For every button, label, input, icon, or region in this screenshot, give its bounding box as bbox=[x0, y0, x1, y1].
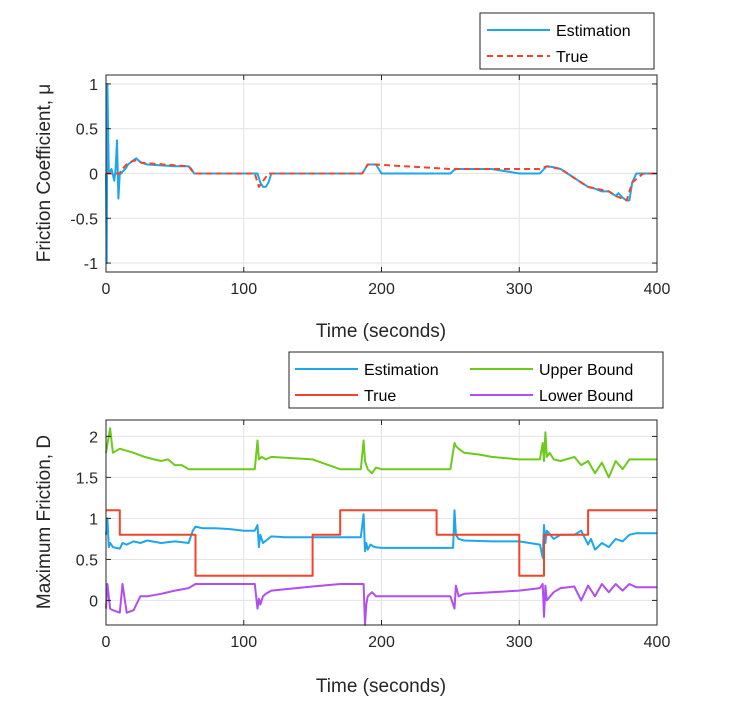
legend-box bbox=[288, 351, 664, 409]
y-axis-label: Maximum Friction, D bbox=[34, 435, 55, 609]
legend: Estimation True bbox=[479, 12, 655, 70]
ticks: 0 100 200 300 400 1 0.5 0 -0.5 -1 bbox=[70, 75, 670, 298]
x-tick-label: 200 bbox=[368, 281, 395, 298]
series-line-upper-bound bbox=[105, 427, 657, 479]
series-group bbox=[105, 427, 657, 626]
legend-label-upper-bound: Upper Bound bbox=[539, 362, 633, 379]
y-tick-label: 1 bbox=[89, 511, 98, 528]
x-tick-label: 200 bbox=[368, 634, 395, 651]
x-tick-label: 100 bbox=[230, 281, 257, 298]
series-group bbox=[105, 83, 657, 264]
x-tick-label: 100 bbox=[230, 634, 257, 651]
x-tick-label: 0 bbox=[102, 281, 111, 298]
y-tick-label: 0 bbox=[89, 167, 98, 184]
y-tick-label: 2 bbox=[89, 429, 98, 446]
series-line-estimation bbox=[105, 509, 657, 559]
y-tick-label: 1.5 bbox=[76, 470, 98, 487]
legend-label-true: True bbox=[364, 388, 396, 405]
x-tick-label: 300 bbox=[506, 281, 533, 298]
legend-box bbox=[479, 12, 655, 70]
y-tick-label: -0.5 bbox=[70, 211, 98, 228]
x-tick-label: 300 bbox=[506, 634, 533, 651]
y-tick-label: 0.5 bbox=[76, 552, 98, 569]
grid bbox=[105, 420, 658, 625]
y-tick-label: 0 bbox=[89, 593, 98, 610]
y-tick-label: -1 bbox=[84, 256, 98, 273]
series-line-true bbox=[106, 509, 657, 577]
y-axis-label: Friction Coefficient, μ bbox=[34, 84, 55, 263]
x-axis-label: Time (seconds) bbox=[316, 676, 446, 697]
ticks: 0 100 200 300 400 2 1.5 1 0.5 0 bbox=[76, 420, 671, 651]
x-axis-label: Time (seconds) bbox=[316, 321, 446, 342]
x-tick-label: 400 bbox=[644, 634, 671, 651]
legend: Estimation True Upper Bound Lower Bound bbox=[288, 351, 664, 409]
legend-label-estimation: Estimation bbox=[364, 362, 439, 379]
y-tick-label: 0.5 bbox=[76, 122, 98, 139]
x-tick-label: 400 bbox=[644, 281, 671, 298]
series-line-true bbox=[106, 159, 657, 202]
chart-maximum-friction: 0 100 200 300 400 2 1.5 1 0.5 0 Time (seconds) Ma… bbox=[34, 351, 671, 697]
y-tick-label: 1 bbox=[89, 77, 98, 94]
legend-label-true: True bbox=[556, 49, 588, 66]
legend-label-lower-bound: Lower Bound bbox=[539, 388, 633, 405]
legend-label-estimation: Estimation bbox=[556, 23, 631, 40]
x-tick-label: 0 bbox=[102, 634, 111, 651]
series-line-lower-bound bbox=[105, 583, 657, 626]
